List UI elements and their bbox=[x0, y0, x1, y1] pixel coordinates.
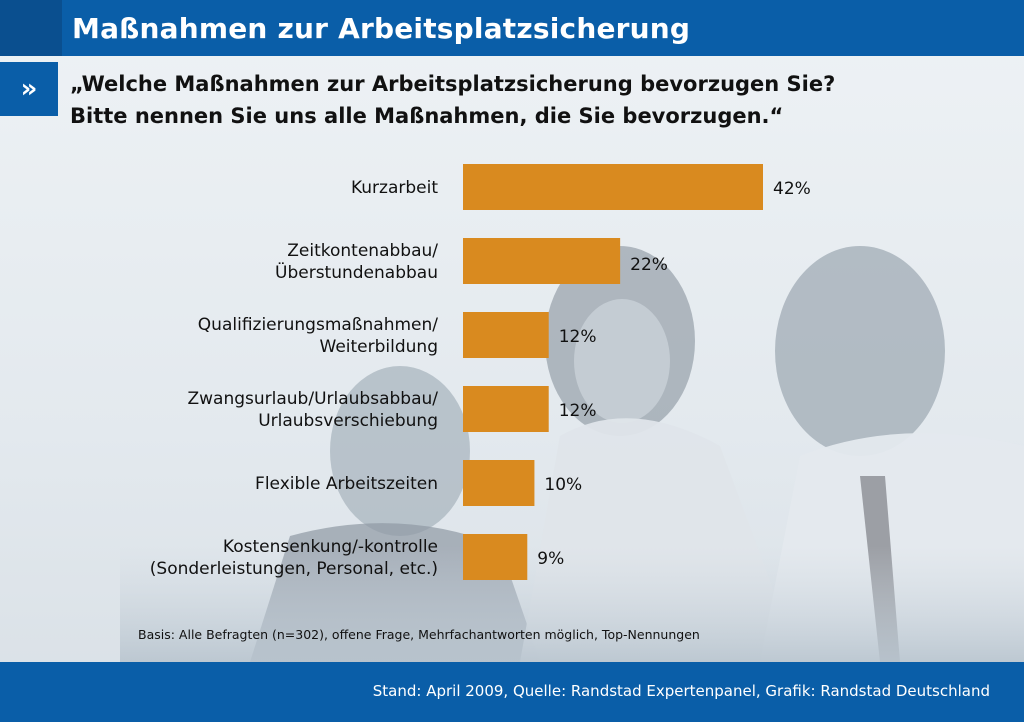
survey-question: „Welche Maßnahmen zur Arbeitsplatzsicher… bbox=[70, 68, 970, 132]
value-label-1: 22% bbox=[630, 255, 668, 275]
question-line-2: Bitte nennen Sie uns alle Maßnahmen, die… bbox=[70, 104, 784, 128]
bar-0 bbox=[463, 164, 763, 210]
category-label-3: Zwangsurlaub/Urlaubsabbau/Urlaubsverschi… bbox=[187, 389, 438, 431]
category-label-2: Qualifizierungsmaßnahmen/Weiterbildung bbox=[198, 315, 438, 357]
footer-bar: Stand: April 2009, Quelle: Randstad Expe… bbox=[0, 662, 1024, 722]
title-bar: Maßnahmen zur Arbeitsplatzsicherung bbox=[0, 0, 1024, 56]
bar-1 bbox=[463, 238, 621, 284]
bar-5 bbox=[463, 534, 528, 580]
category-label-4: Flexible Arbeitszeiten bbox=[255, 474, 438, 494]
page-title: Maßnahmen zur Arbeitsplatzsicherung bbox=[72, 11, 691, 45]
category-label-1: Zeitkontenabbau/Überstundenabbau bbox=[275, 241, 438, 283]
question-line-1: „Welche Maßnahmen zur Arbeitsplatzsicher… bbox=[70, 72, 836, 96]
chevron-right-icon: » bbox=[0, 62, 58, 116]
bar-2 bbox=[463, 312, 549, 358]
value-label-4: 10% bbox=[544, 475, 582, 495]
bar-chart: 42% Kurzarbeit 22% Zeitkontenabbau/Überstun… bbox=[150, 164, 811, 580]
title-accent bbox=[0, 0, 62, 56]
category-label-5: Kostensenkung/-kontrolle (Sonderleistunge… bbox=[150, 537, 438, 579]
value-label-0: 42% bbox=[773, 179, 811, 199]
value-label-5: 9% bbox=[537, 549, 564, 569]
basis-note: Basis: Alle Befragten (n=302), offene Fr… bbox=[138, 627, 700, 642]
value-label-3: 12% bbox=[559, 401, 597, 421]
bar-3 bbox=[463, 386, 549, 432]
bar-4 bbox=[463, 460, 535, 506]
source-credit: Stand: April 2009, Quelle: Randstad Expe… bbox=[372, 682, 990, 700]
category-label-0: Kurzarbeit bbox=[351, 178, 438, 198]
value-label-2: 12% bbox=[559, 327, 597, 347]
